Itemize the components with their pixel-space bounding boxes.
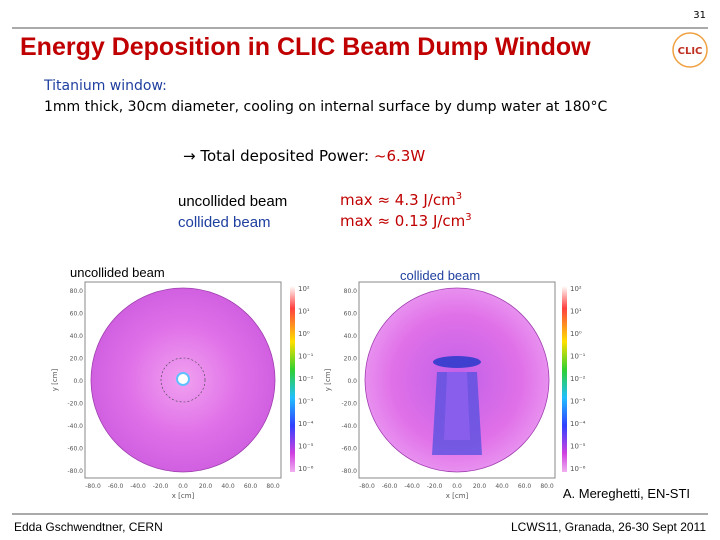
y-tick-label: -20.0 [67,401,83,408]
beam-max: max ≈ 0.13 J/cm3 [340,212,472,230]
y-tick-label: 80.0 [70,288,84,295]
colorbar-label: 10¹ [298,308,310,316]
x-tick-label: -80.0 [85,483,101,490]
y-tick-label: -40.0 [341,423,357,430]
beam-spot [176,372,190,386]
beam-name: collided beam [178,214,271,231]
y-tick-label: 20.0 [70,356,84,363]
deposition-core [444,372,470,440]
colorbar [290,286,295,472]
colorbar-label: 10⁻⁶ [298,465,314,473]
x-tick-label: -20.0 [153,483,169,490]
x-tick-label: -60.0 [382,483,398,490]
y-tick-label: 40.0 [344,333,358,340]
x-tick-label: 20.0 [199,483,213,490]
colorbar-label: 10⁰ [570,330,582,338]
colorbar-label: 10² [570,285,582,293]
max-exp: 3 [455,191,463,202]
colorbar-label: 10⁻² [298,375,314,383]
y-axis-label: y [cm] [324,368,332,391]
intro-line: Titanium window: [44,78,167,94]
y-tick-label: -40.0 [67,423,83,430]
y-tick-label: -80.0 [341,468,357,475]
plot-label: uncollided beam [70,265,165,280]
power-label: → Total deposited Power: [183,147,374,165]
x-tick-label: -40.0 [404,483,420,490]
x-tick-label: -60.0 [108,483,124,490]
max-exp: 3 [465,212,472,223]
x-tick-label: -20.0 [427,483,443,490]
power: → Total deposited Power: ~6.3W [183,147,425,165]
y-tick-label: -60.0 [67,446,83,453]
colorbar-label: 10⁻² [570,375,586,383]
logo: CLIC [672,32,708,68]
x-tick-label: 0.0 [452,483,462,490]
y-axis-label: y [cm] [51,368,59,391]
logo-text: CLIC [678,46,703,57]
power-value: ~6.3W [373,147,426,165]
y-tick-label: 0.0 [73,378,83,385]
hot-spot [433,356,481,368]
x-axis-label: x [cm] [172,492,195,500]
x-tick-label: 60.0 [244,483,258,490]
beam-max: max ≈ 4.3 J/cm3 [340,191,462,209]
max-text: max ≈ 0.13 J/cm [340,212,466,230]
y-tick-label: 40.0 [70,333,84,340]
colorbar [562,286,567,472]
x-tick-label: -40.0 [130,483,146,490]
plot-frame [84,281,282,479]
y-tick-label: -20.0 [341,401,357,408]
colorbar-label: 10⁻⁵ [298,443,314,451]
y-tick-label: -60.0 [341,446,357,453]
colorbar-label: 10⁻³ [298,398,314,406]
y-tick-label: 0.0 [347,378,357,385]
x-tick-label: 80.0 [540,483,554,490]
page-number: 31 [693,10,706,21]
y-tick-label: 80.0 [344,288,358,295]
colorbar-label: 10⁻⁴ [298,420,314,428]
x-tick-label: 40.0 [221,483,235,490]
beam-name: uncollided beam [178,193,288,210]
contour [160,357,206,403]
y-tick-label: 60.0 [344,311,358,318]
footer-left: Edda Gschwendtner, CERN [14,520,163,534]
x-tick-label: 20.0 [473,483,487,490]
colorbar-label: 10⁰ [298,330,310,338]
y-tick-label: -80.0 [67,468,83,475]
x-tick-label: 60.0 [518,483,532,490]
colorbar-label: 10² [298,285,310,293]
x-tick-label: -80.0 [359,483,375,490]
colorbar-label: 10⁻⁴ [570,420,586,428]
max-text: max ≈ 4.3 J/cm [340,191,456,209]
intro-line: 1mm thick, 30cm diameter, cooling on int… [44,99,608,115]
colorbar-label: 10¹ [570,308,582,316]
colorbar-label: 10⁻¹ [298,353,314,361]
colorbar-label: 10⁻³ [570,398,586,406]
credit: A. Mereghetti, EN-STI [562,486,690,501]
slide-title: Energy Deposition in CLIC Beam Dump Wind… [20,33,591,61]
colorbar-label: 10⁻⁵ [570,443,586,451]
y-tick-label: 20.0 [344,356,358,363]
x-axis-label: x [cm] [446,492,469,500]
y-tick-label: 60.0 [70,311,84,318]
plot-frame [358,281,556,479]
footer-right: LCWS11, Granada, 26-30 Sept 2011 [510,520,706,534]
plot-label: collided beam [400,268,481,283]
colorbar-label: 10⁻¹ [570,353,586,361]
x-tick-label: 40.0 [495,483,509,490]
x-tick-label: 80.0 [266,483,280,490]
colorbar-label: 10⁻⁶ [570,465,586,473]
x-tick-label: 0.0 [178,483,188,490]
